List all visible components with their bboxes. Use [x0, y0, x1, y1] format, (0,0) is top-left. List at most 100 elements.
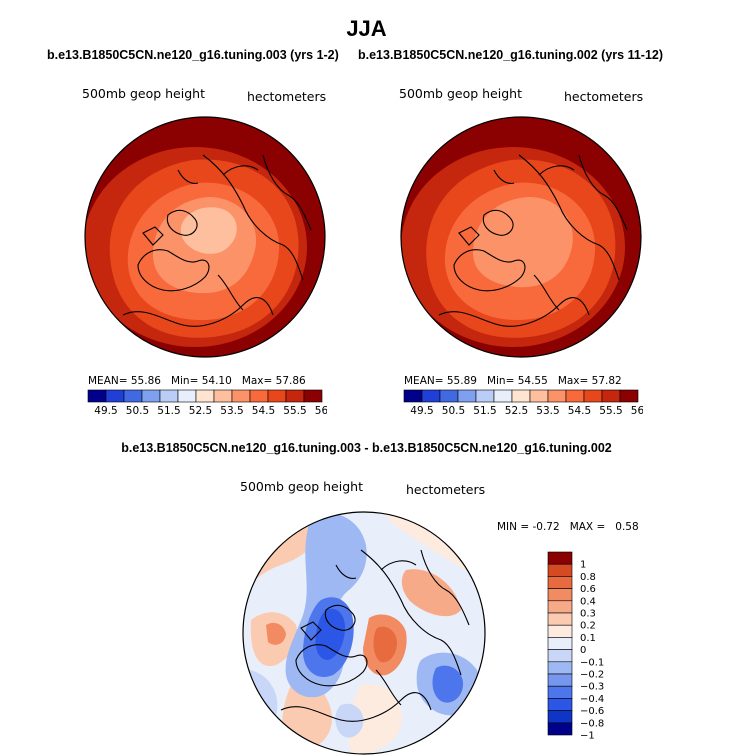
diff-min-label: MIN =	[497, 521, 530, 533]
colorbar-cell	[177, 389, 197, 403]
diff-coastlines	[280, 549, 470, 722]
colorbar-cell	[439, 389, 459, 403]
colorbar-cell	[601, 389, 621, 403]
diff-colorbar-tick-label: 0.4	[580, 596, 596, 607]
diff-max-label: MAX =	[569, 521, 606, 533]
right-field-label: 500mb geop height	[399, 86, 522, 101]
colorbar-tick-label: 49.5	[94, 405, 117, 417]
diff-neg-south	[335, 703, 364, 738]
colorbar-cell	[547, 389, 567, 403]
diff-colorbar-cell	[547, 637, 573, 650]
colorbar-cell	[493, 389, 513, 403]
colorbar-cell	[403, 389, 423, 403]
right-min-label: Min=	[486, 375, 515, 387]
colorbar-tick-label: 51.5	[473, 405, 496, 417]
right-case-title: b.e13.B1850C5CN.ne120_g16.tuning.002 (yr…	[358, 48, 664, 62]
left-units-label: hectometers	[247, 89, 327, 104]
diff-colorbar-cell	[547, 673, 573, 687]
diff-colorbar-tick-label: 0	[580, 645, 586, 656]
colorbar-cell	[421, 389, 441, 403]
left-polar-map	[84, 116, 326, 358]
diff-colorbar-tick-label: 0.3	[580, 609, 596, 620]
diff-field-label: 500mb geop height	[240, 479, 363, 494]
colorbar-cell	[529, 389, 549, 403]
right-min-value: 54.55	[517, 375, 548, 387]
diff-colorbar-cell	[547, 624, 573, 638]
diff-pos-se	[348, 683, 402, 754]
diff-colorbar-cell	[547, 710, 573, 724]
diff-colorbar-cell	[547, 600, 573, 614]
diff-colorbar-tick-label: 1	[580, 560, 586, 571]
colorbar-tick-label: 53.5	[536, 405, 559, 417]
colorbar-tick-label: 51.5	[157, 405, 180, 417]
colorbar-tick-label: 54.5	[568, 405, 591, 417]
colorbar-cell	[285, 389, 305, 403]
diff-pos-west-core	[266, 622, 286, 645]
difference-title: b.e13.B1850C5CN.ne120_g16.tuning.003 - b…	[121, 441, 612, 455]
colorbar-cell	[105, 389, 125, 403]
diff-neg-main-core	[315, 608, 346, 660]
diff-colorbar-cell	[547, 551, 573, 565]
colorbar-cell	[87, 389, 107, 403]
colorbar-cell	[565, 389, 585, 403]
left-colorbar: 49.5 50.5 51.5 52.5 53.5 54.5 55.5 56.5	[87, 389, 327, 417]
diff-colorbar-tick-label: −0.6	[580, 706, 604, 717]
right-max-label: Max=	[557, 375, 589, 387]
diff-colorbar-tick-label: 0.1	[580, 633, 596, 644]
colorbar-cell	[159, 389, 179, 403]
diff-colorbar-tick-label: −0.4	[580, 694, 604, 705]
colorbar-cell	[213, 389, 233, 403]
colorbar-tick-label: 50.5	[442, 405, 465, 417]
figure-title: JJA	[346, 16, 387, 41]
diff-map-border	[242, 511, 486, 755]
diff-colorbar-tick-label: −0.3	[580, 682, 604, 693]
diff-colorbar-cell	[547, 661, 573, 675]
diff-colorbar-cell	[547, 576, 573, 589]
colorbar-cell	[457, 389, 477, 403]
colorbar-cell	[195, 389, 215, 403]
diff-colorbar-tick-label: −0.1	[580, 657, 604, 668]
diff-colorbar-tick-label: 0.2	[580, 621, 596, 632]
diff-colorbar-cell	[547, 698, 573, 711]
diff-colorbar-tick-label: −0.2	[580, 670, 604, 681]
colorbar-tick-label: 53.5	[220, 405, 243, 417]
left-min-value: 54.10	[201, 375, 232, 387]
colorbar-cell	[475, 389, 495, 403]
left-mean-value: 55.86	[130, 375, 161, 387]
diff-pos-center-core	[373, 626, 397, 663]
left-coastlines	[122, 154, 312, 327]
colorbar-tick-label: 54.5	[252, 405, 275, 417]
left-stats: MEAN= 55.86 Min= 54.10 Max= 57.86	[88, 375, 306, 387]
right-colorbar: 49.5 50.5 51.5 52.5 53.5 54.5 55.5 56.5	[403, 389, 643, 417]
colorbar-tick-label: 52.5	[189, 405, 212, 417]
diff-colorbar-tick-label: −0.8	[580, 718, 604, 729]
colorbar-tick-label: 56.5	[631, 405, 643, 417]
colorbar-cell	[511, 389, 531, 403]
right-units-label: hectometers	[564, 89, 644, 104]
colorbar-cell	[231, 389, 251, 403]
right-mean-label: MEAN=	[404, 375, 444, 387]
colorbar-cell	[123, 389, 143, 403]
right-max-value: 57.82	[591, 375, 622, 387]
right-polar-map	[400, 116, 642, 358]
left-mean-label: MEAN=	[88, 375, 128, 387]
right-map-border	[400, 116, 642, 358]
diff-colorbar: 10.80.60.4 0.30.20.10−0.1 −0.2−0.3−0.4−0.6…	[547, 551, 604, 742]
colorbar-tick-label: 50.5	[126, 405, 149, 417]
left-max-value: 57.86	[275, 375, 306, 387]
diff-colorbar-cell	[547, 685, 573, 699]
right-band-545	[473, 197, 573, 288]
colorbar-tick-label: 49.5	[410, 405, 433, 417]
diff-colorbar-cell	[547, 722, 573, 736]
diff-colorbar-tick-label: 0.6	[580, 584, 596, 595]
colorbar-cell	[249, 389, 269, 403]
diff-colorbar-tick-label: 0.8	[580, 572, 596, 583]
diff-max-value: 0.58	[615, 521, 639, 533]
left-min-label: Min=	[170, 375, 199, 387]
colorbar-tick-label: 52.5	[505, 405, 528, 417]
right-coastlines	[438, 154, 628, 327]
colorbar-cell	[141, 389, 161, 403]
diff-neg-east-core	[432, 665, 464, 703]
colorbar-tick-label: 56.5	[315, 405, 327, 417]
diff-colorbar-cell	[547, 612, 573, 626]
